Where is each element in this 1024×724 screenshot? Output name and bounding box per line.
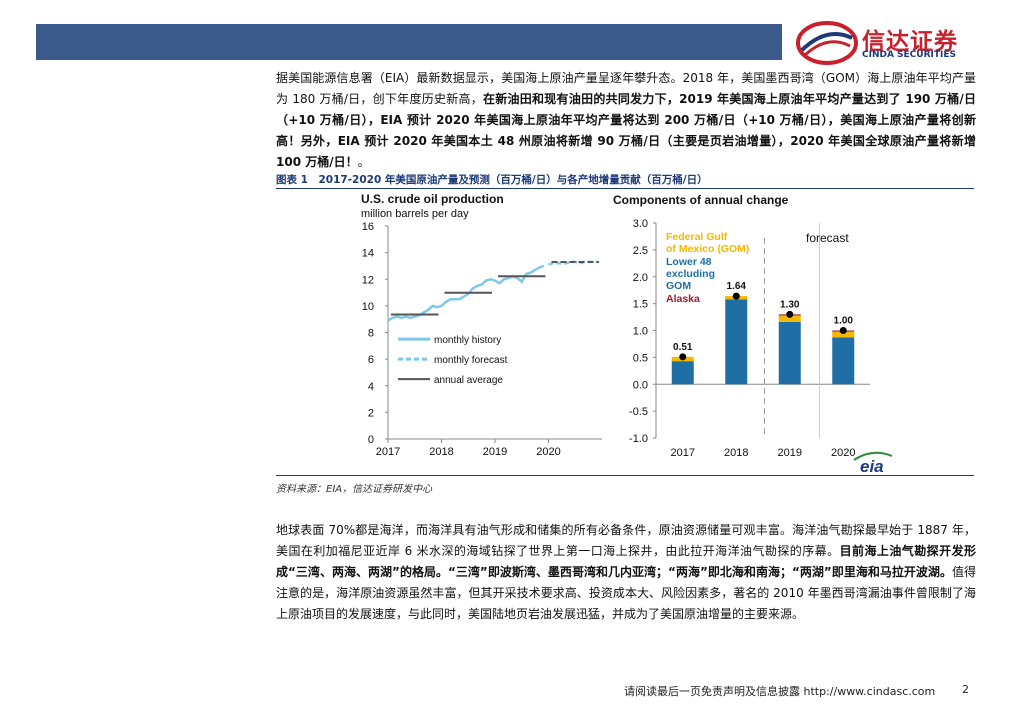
bar-chart-title: Components of annual change <box>613 193 789 207</box>
bar-0-2020 <box>832 337 855 385</box>
line-chart-title: U.S. crude oil production <box>361 192 504 206</box>
line-y-tick-label: 16 <box>362 221 374 233</box>
production-line-chart: U.S. crude oil production million barrels… <box>361 192 602 458</box>
bar-x-tick-label: 2020 <box>831 447 855 459</box>
figure-source: 资料来源：EIA，信达证券研发中心 <box>276 484 433 495</box>
line-x-tick-label: 2019 <box>483 446 507 458</box>
p2-segment: 值得注意的是，海洋原油资源虽然丰富，但其开采技术要求高、投资成本大、风险因素多，… <box>276 565 976 621</box>
line-x-tick-label: 2018 <box>429 446 453 458</box>
bar-legend-label: of Mexico (GOM) <box>666 243 749 255</box>
line-y-tick-label: 10 <box>362 301 374 313</box>
bar-x-tick-label: 2018 <box>724 447 748 459</box>
line-y-tick-label: 8 <box>368 328 374 340</box>
figure-bottom-rule <box>276 475 974 476</box>
total-label: 1.64 <box>727 281 747 292</box>
eia-logo: eia <box>860 457 884 475</box>
line-chart-subtitle: million barrels per day <box>361 208 469 220</box>
bar-legend-label: excluding <box>666 268 715 280</box>
footer-disclaimer: 请阅读最后一页免责声明及信息披露 http://www.cindasc.com <box>624 685 936 698</box>
line-y-tick-label: 6 <box>368 354 374 366</box>
page-number: 2 <box>962 683 969 696</box>
forecast-label: forecast <box>806 231 849 245</box>
bar-legend-label: Federal Gulf <box>666 231 728 243</box>
paragraph-offshore: 地球表面 70%都是海洋，而海洋具有油气形成和储集的所有必备条件，原油资源储量可… <box>276 520 976 625</box>
logo-en-text: CINDA SECURITIES <box>862 50 956 60</box>
figure-top-rule <box>276 188 974 189</box>
p2-segment: 地球表面 70%都是海洋，而海洋具有油气形成和储集的所有必备条件，原油资源储量可… <box>276 523 976 558</box>
total-marker <box>839 327 847 334</box>
cinda-logo: 信达证券 CINDA SECURITIES <box>796 20 981 66</box>
series-monthly-history <box>387 264 545 322</box>
p1-segment: 。 <box>357 155 370 169</box>
header-banner <box>36 24 782 60</box>
line-x-tick-label: 2020 <box>536 446 560 458</box>
bar-legend-label: Alaska <box>666 293 700 305</box>
bar-x-tick-label: 2017 <box>671 447 695 459</box>
total-label: 1.30 <box>780 299 800 310</box>
bar-1-2020 <box>832 331 855 338</box>
bar-legend-label: Lower 48 <box>666 256 712 268</box>
bar-y-tick-label: 3.0 <box>633 218 648 230</box>
bar-y-tick-label: 0.5 <box>633 352 648 364</box>
line-y-tick-label: 14 <box>362 248 374 260</box>
line-y-tick-label: 12 <box>362 274 374 286</box>
total-marker <box>732 292 740 300</box>
bar-0-2017 <box>671 361 694 385</box>
legend-label: monthly history <box>434 335 501 346</box>
logo-cn-text: 信达证券 <box>862 29 958 55</box>
bar-y-tick-label: 2.5 <box>633 245 648 257</box>
line-y-tick-label: 2 <box>368 407 374 419</box>
bar-1-2019 <box>778 315 801 322</box>
bar-y-tick-label: -0.5 <box>629 406 648 418</box>
legend-label: monthly forecast <box>434 355 508 366</box>
bar-y-tick-label: 2.0 <box>633 272 648 284</box>
p1-segment: 据美国能源信息署（EIA）最新数据显示，美国海上原油产量呈逐年攀升态。2018 … <box>276 71 976 106</box>
total-marker <box>679 353 687 361</box>
annual-change-bar-chart: Components of annual change 3.0 2.5 2.0 1.5 1… <box>613 193 893 475</box>
total-label: 1.00 <box>834 316 854 327</box>
bar-y-tick-label: 1.0 <box>633 326 648 338</box>
bar-0-2018 <box>725 299 748 385</box>
legend-label: annual average <box>434 375 503 386</box>
line-y-tick-label: 0 <box>368 434 374 446</box>
total-marker <box>786 310 794 318</box>
line-y-tick-label: 4 <box>368 381 374 393</box>
p1-segment: 在新油田和现有油田的共同发力下，2019 年美国海上原油年平均产量达到了 190… <box>276 92 976 169</box>
bar-y-tick-label: 0.0 <box>633 379 648 391</box>
figure-title: 图表 1 2017-2020 年美国原油产量及预测（百万桶/日）与各产地增量贡献… <box>276 174 708 186</box>
total-label: 0.51 <box>673 342 693 353</box>
cinda-emblem-icon <box>796 21 858 65</box>
eia-swoosh-icon <box>853 451 893 461</box>
paragraph-intro: 据美国能源信息署（EIA）最新数据显示，美国海上原油产量呈逐年攀升态。2018 … <box>276 68 976 173</box>
line-x-tick-label: 2017 <box>376 446 400 458</box>
bar-y-tick-label: -1.0 <box>629 433 648 445</box>
bar-y-tick-label: 1.5 <box>633 299 648 311</box>
bar-x-tick-label: 2019 <box>778 447 802 459</box>
bar-legend-label: GOM <box>666 280 691 292</box>
bar-0-2019 <box>778 321 801 385</box>
p2-segment: 目前海上油气勘探开发形成“三湾、两海、两湖”的格局。“三湾”即波斯湾、墨西哥湾和… <box>276 544 976 579</box>
